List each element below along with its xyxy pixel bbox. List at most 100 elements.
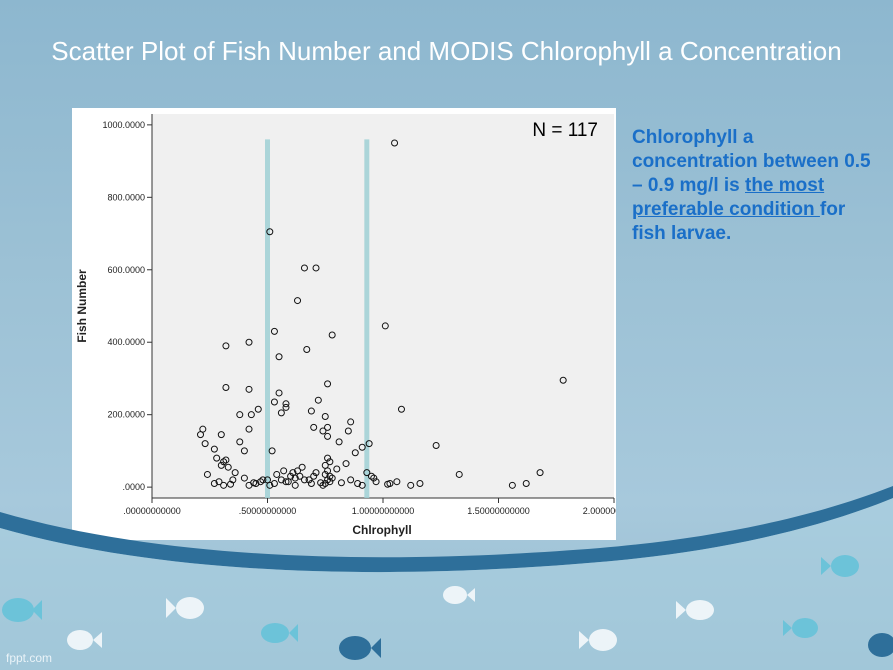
x-tick-label: .00000000000 [123,506,181,516]
data-point [310,472,318,480]
data-point [307,407,315,415]
data-point [391,139,399,147]
fish-icon [783,618,818,638]
data-point [312,469,320,477]
data-point [250,479,258,487]
data-point [213,454,221,462]
data-point [365,440,373,448]
data-point [321,470,329,478]
data-point [397,405,405,413]
data-point [298,463,306,471]
data-point [372,478,380,486]
data-point [268,447,276,455]
y-tick-label: 800.0000 [107,192,145,202]
data-point [277,476,285,484]
y-axis-label: Fish Number [75,269,89,343]
data-point [342,460,350,468]
data-point [416,480,424,488]
sample-size-annotation: N = 117 [532,120,598,141]
data-point [312,264,320,272]
data-point [337,479,345,487]
data-point [275,389,283,397]
data-point [284,478,292,486]
fish-icon [579,629,617,651]
data-point [522,480,530,488]
data-point [236,438,244,446]
data-point [210,480,218,488]
data-point [305,476,313,484]
fish-icon [339,636,381,660]
fish-decorations [2,555,893,660]
data-point [307,480,315,488]
data-point [333,465,341,473]
data-point [351,449,359,457]
fish-icon [868,633,893,657]
data-point [264,476,271,484]
data-point [536,469,544,477]
fish-icon [166,597,204,619]
data-point [559,376,567,384]
y-tick-label: 600.0000 [107,265,145,275]
data-point [282,400,290,408]
data-point [270,398,278,406]
fish-icon [261,623,298,643]
y-tick-label: 1000.0000 [102,120,145,130]
data-point [273,470,281,478]
data-point [254,405,262,413]
data-point [358,481,366,489]
data-point [319,427,327,435]
data-point [324,454,332,462]
data-point [314,396,322,404]
data-point [384,480,392,488]
data-point [215,478,223,486]
data-point [270,327,278,335]
fish-icon [67,630,102,650]
y-tick-label: .0000 [122,482,145,492]
data-point [266,228,274,236]
data-point [335,438,343,446]
data-point [347,476,355,484]
data-point [328,474,336,482]
data-point [217,431,225,439]
data-point [321,461,329,469]
data-point [381,322,389,330]
data-point [291,474,299,482]
data-point [326,458,334,466]
data-point [291,481,299,489]
data-point [220,481,228,489]
data-point [245,385,253,393]
fish-icon [821,555,859,577]
reference-lines [265,139,370,498]
data-point [222,342,230,350]
x-tick-label: .50000000000 [239,506,297,516]
wave-band [0,486,893,573]
fish-icon [676,600,714,620]
data-point [275,353,283,361]
side-note-text-2: for fish larvae. [632,199,846,244]
slide-title: Scatter Plot of Fish Number and MODIS Ch… [51,36,842,66]
data-point [203,470,211,478]
data-point [280,467,288,475]
data-point [240,447,248,455]
data-point [270,480,278,488]
y-tick-label: 200.0000 [107,410,145,420]
data-point [197,431,205,439]
data-point [217,461,225,469]
data-point [363,469,371,477]
data-point [296,472,304,480]
data-points [197,139,567,489]
data-point [294,297,302,305]
data-point [432,441,440,449]
data-point [455,470,463,478]
scatter-chart: .0000 200.0000 400.0000 600.0000 800.0000 100… [72,108,616,540]
data-point [201,440,209,448]
data-point [508,481,516,489]
data-point [393,478,401,486]
data-point [328,331,336,339]
side-note-text-1: Chlorophyll a concentration between 0.5 … [632,127,871,196]
data-point [324,432,332,440]
data-point [247,411,255,419]
data-point [224,463,232,471]
data-point [210,445,218,453]
